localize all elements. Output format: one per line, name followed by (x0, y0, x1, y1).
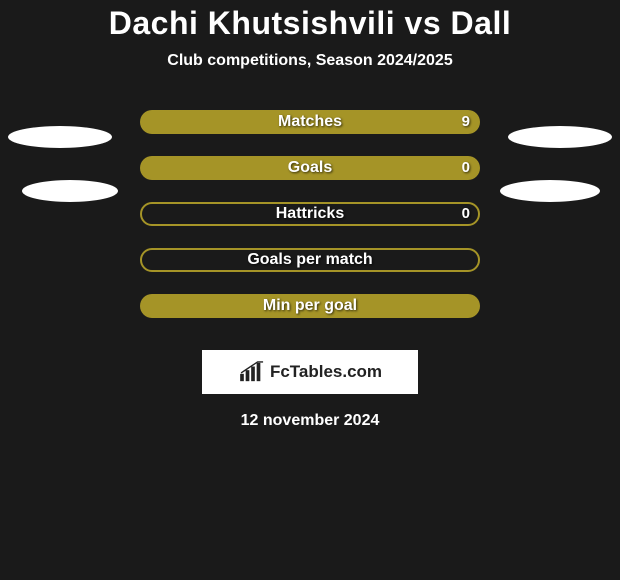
stat-value: 0 (462, 156, 470, 180)
brand-text: FcTables.com (270, 362, 382, 382)
stat-row: Goals per match (0, 248, 620, 294)
stat-value: 9 (462, 110, 470, 134)
player-photo-placeholder (508, 126, 612, 148)
stat-row: Hattricks0 (0, 202, 620, 248)
page-subtitle: Club competitions, Season 2024/2025 (0, 52, 620, 70)
player-photo-placeholder (22, 180, 118, 202)
footer-date: 12 november 2024 (0, 412, 620, 430)
player-photo-placeholder (500, 180, 600, 202)
page-title: Dachi Khutsishvili vs Dall (0, 5, 620, 42)
brand-badge: FcTables.com (202, 350, 418, 394)
player-photo-placeholder (8, 126, 112, 148)
bar-track (140, 202, 480, 226)
bar-chart-icon (238, 361, 268, 383)
bar-track (140, 248, 480, 272)
stat-value: 0 (462, 202, 470, 226)
bar-track (140, 156, 480, 180)
bar-track (140, 110, 480, 134)
bar-track (140, 294, 480, 318)
infographic-root: Dachi Khutsishvili vs Dall Club competit… (0, 0, 620, 430)
stat-row: Min per goal (0, 294, 620, 340)
